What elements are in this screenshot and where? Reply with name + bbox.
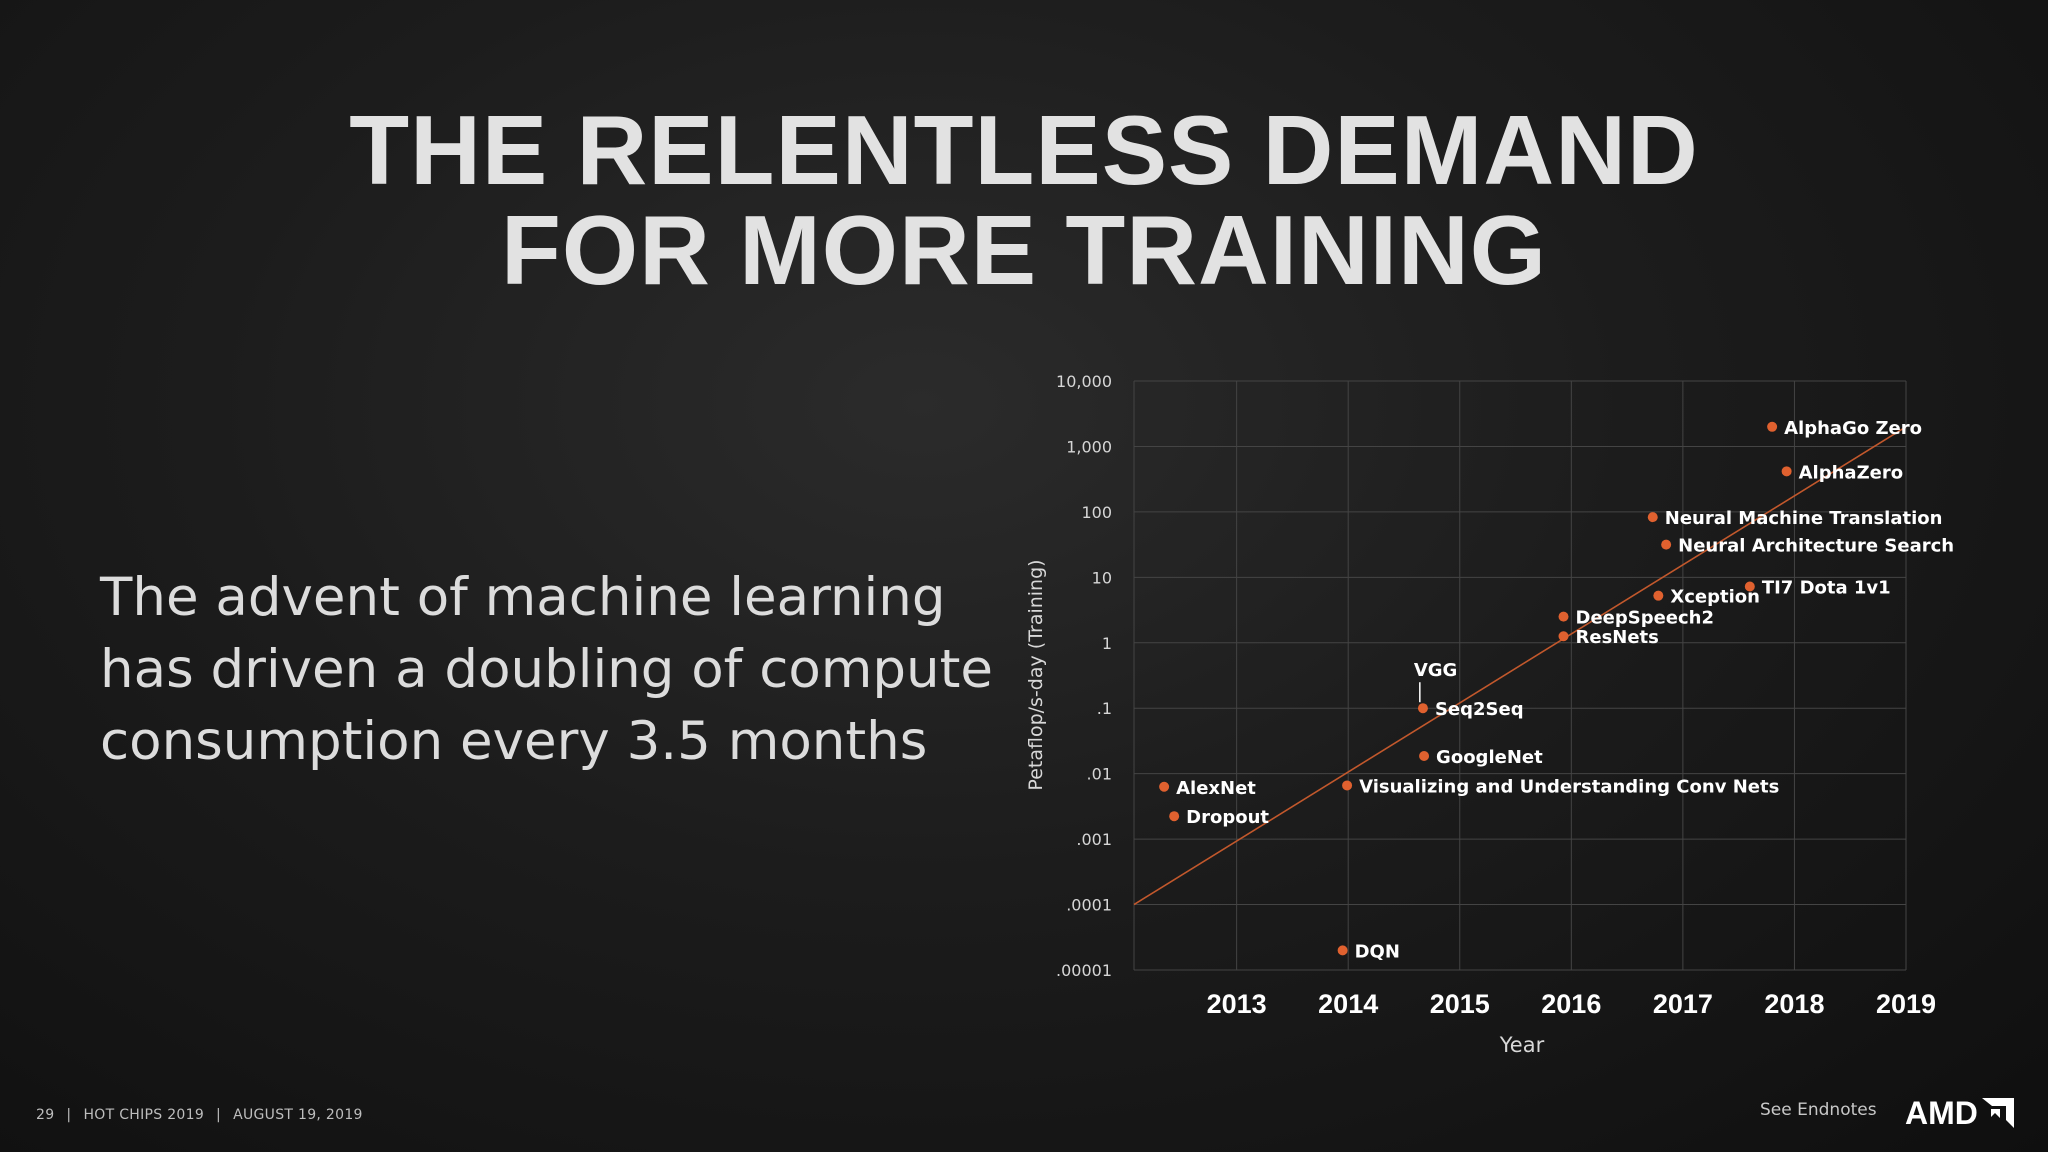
y-axis-ticks: 10,000 1,000 100 10 1 .1 .01 .001 .0001 .00001: [1056, 372, 1112, 980]
data-point-label: GoogleNet: [1436, 747, 1543, 768]
x-tick-label: 2019: [1876, 989, 1936, 1019]
y-tick-label: .00001: [1056, 961, 1112, 980]
y-axis-label: Petaflop/s-day (Training): [1025, 559, 1047, 790]
body-line-2: has driven a doubling of compute: [100, 639, 994, 700]
data-point: [1342, 780, 1353, 791]
data-point-label: Dropout: [1186, 807, 1269, 828]
title-line-1: THE RELENTLESS DEMAND: [349, 95, 1699, 205]
data-point-label: TI7 Dota 1v1: [1762, 577, 1891, 598]
amd-logo: AMD: [1905, 1096, 2014, 1130]
callout-label: VGG: [1414, 660, 1457, 681]
data-point: [1419, 750, 1430, 761]
data-point: [1417, 703, 1428, 714]
x-axis-label: Year: [1499, 1033, 1545, 1057]
x-tick-label: 2016: [1541, 989, 1601, 1019]
data-point: [1159, 781, 1170, 792]
body-text: The advent of machine learning has drive…: [100, 562, 1000, 778]
trend-line: [1133, 426, 1907, 906]
y-tick-label: .001: [1076, 830, 1112, 849]
y-tick-label: 1,000: [1066, 437, 1112, 456]
footer-separator: |: [66, 1107, 72, 1123]
x-tick-label: 2017: [1653, 989, 1713, 1019]
data-point: [1337, 945, 1348, 956]
data-point-label: AlphaGo Zero: [1784, 418, 1922, 439]
x-axis-ticks: 2013 2014 2015 2016 2017 2018 2019: [1207, 989, 1936, 1019]
body-line-3: consumption every 3.5 months: [100, 711, 928, 772]
data-point: [1661, 539, 1672, 550]
data-point-label: Seq2Seq: [1435, 699, 1524, 720]
y-tick-label: 10,000: [1056, 372, 1112, 391]
data-point: [1647, 512, 1658, 523]
see-endnotes: See Endnotes: [1760, 1100, 1877, 1120]
slide-title: THE RELENTLESS DEMAND FOR MORE TRAINING: [0, 100, 2048, 300]
data-point-label: Neural Architecture Search: [1678, 536, 1954, 557]
data-point: [1744, 581, 1755, 592]
y-tick-label: .1: [1097, 699, 1112, 718]
data-point-label: ResNets: [1576, 627, 1659, 648]
data-point: [1558, 631, 1569, 642]
data-point: [1767, 421, 1778, 432]
data-point-label: Neural Machine Translation: [1665, 508, 1943, 529]
data-point-label: DeepSpeech2: [1576, 608, 1715, 629]
data-point-label: DQN: [1355, 941, 1400, 962]
y-tick-label: 10: [1092, 568, 1112, 587]
y-tick-label: .01: [1087, 765, 1112, 784]
event-date: AUGUST 19, 2019: [233, 1107, 363, 1123]
y-tick-label: 100: [1081, 503, 1112, 522]
body-line-1: The advent of machine learning: [100, 567, 946, 628]
page-number: 29: [36, 1107, 55, 1123]
data-point-label: Xception: [1670, 587, 1760, 608]
chart-trend: [1133, 426, 1907, 906]
x-tick-label: 2013: [1207, 989, 1267, 1019]
amd-arrow-icon: [1981, 1098, 2014, 1128]
chart-grid: [1133, 380, 1907, 971]
title-line-2: FOR MORE TRAINING: [501, 195, 1547, 305]
footer-info: 29 | HOT CHIPS 2019 | AUGUST 19, 2019: [36, 1107, 363, 1123]
data-point-label: AlphaZero: [1799, 462, 1903, 483]
data-point: [1781, 466, 1792, 477]
x-tick-label: 2018: [1764, 989, 1824, 1019]
data-point: [1169, 811, 1180, 822]
footer-separator: |: [216, 1107, 222, 1123]
data-point: [1653, 590, 1664, 601]
event-name: HOT CHIPS 2019: [83, 1107, 205, 1123]
y-tick-label: 1: [1102, 634, 1112, 653]
data-point-label: AlexNet: [1176, 778, 1256, 799]
chart-points: AlexNet Dropout DQN Visualizing and Underst…: [1159, 418, 1954, 962]
x-tick-label: 2014: [1318, 989, 1378, 1019]
data-point: [1558, 611, 1569, 622]
x-tick-label: 2015: [1430, 989, 1490, 1019]
amd-logo-text: AMD: [1905, 1095, 1978, 1131]
y-tick-label: .0001: [1066, 896, 1112, 915]
data-point-label: Visualizing and Understanding Conv Nets: [1359, 776, 1779, 797]
